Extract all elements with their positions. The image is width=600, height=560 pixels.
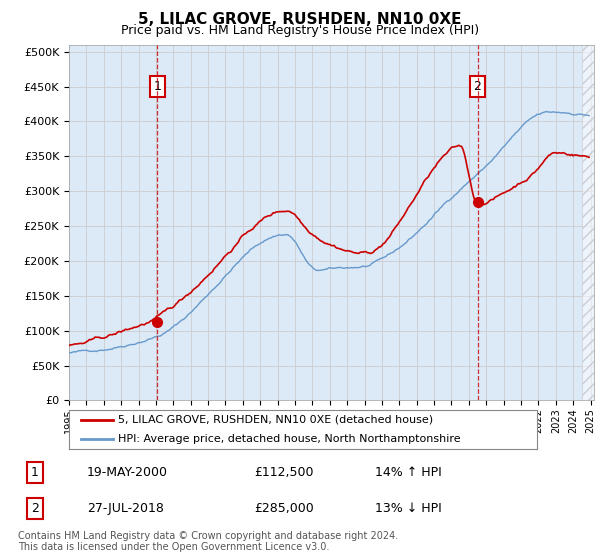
Text: 2: 2 [473, 80, 481, 93]
Text: £285,000: £285,000 [254, 502, 314, 515]
Text: 5, LILAC GROVE, RUSHDEN, NN10 0XE (detached house): 5, LILAC GROVE, RUSHDEN, NN10 0XE (detac… [118, 415, 433, 424]
Text: 13% ↓ HPI: 13% ↓ HPI [375, 502, 442, 515]
Text: 1: 1 [31, 466, 39, 479]
Text: Contains HM Land Registry data © Crown copyright and database right 2024.
This d: Contains HM Land Registry data © Crown c… [18, 531, 398, 553]
Bar [582, 45, 594, 400]
Text: 19-MAY-2000: 19-MAY-2000 [87, 466, 168, 479]
Bar [582, 45, 594, 400]
Text: 14% ↑ HPI: 14% ↑ HPI [375, 466, 442, 479]
Text: £112,500: £112,500 [254, 466, 313, 479]
Text: 1: 1 [154, 80, 161, 93]
Text: Price paid vs. HM Land Registry's House Price Index (HPI): Price paid vs. HM Land Registry's House … [121, 24, 479, 36]
Text: HPI: Average price, detached house, North Northamptonshire: HPI: Average price, detached house, Nort… [118, 435, 461, 444]
Text: 2: 2 [31, 502, 39, 515]
Text: 27-JUL-2018: 27-JUL-2018 [87, 502, 164, 515]
Text: 5, LILAC GROVE, RUSHDEN, NN10 0XE: 5, LILAC GROVE, RUSHDEN, NN10 0XE [138, 12, 462, 27]
